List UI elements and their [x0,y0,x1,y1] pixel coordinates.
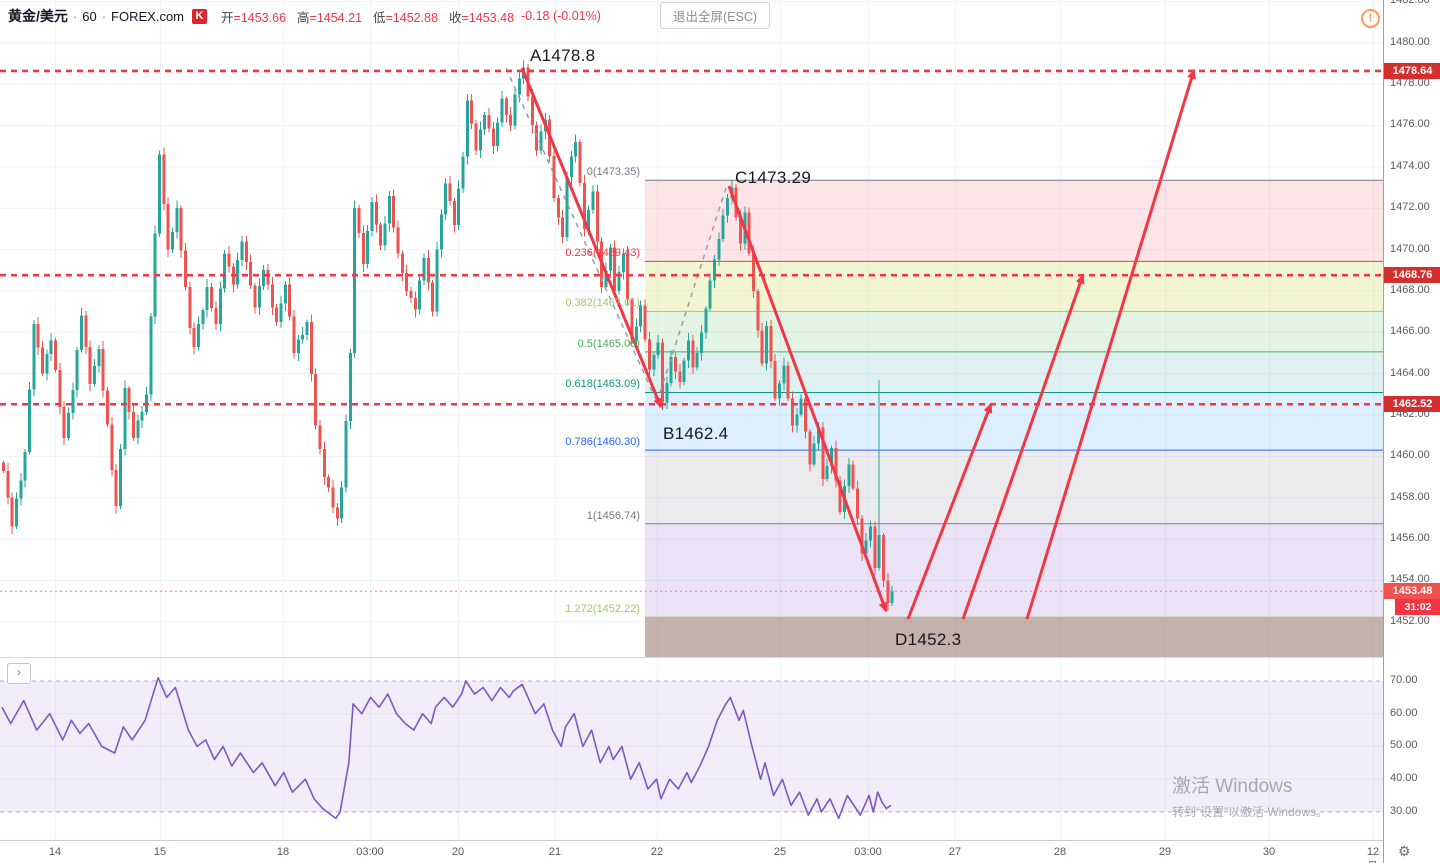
fib-level-label: 0.618(1463.09) [565,378,640,391]
ohlc-close: 收=1453.48 [449,10,515,25]
price-tick-label: 1476.00 [1390,118,1430,131]
time-tick-label: 03:00 [356,846,384,858]
rsi-tick-label: 70.00 [1390,674,1418,686]
broker-logo-icon: K [192,8,208,24]
watermark-subtitle: 转到“设置”以激活 Windows。 [1172,805,1329,819]
price-tick-label: 1466.00 [1390,325,1430,338]
trend-arrows[interactable] [520,67,1196,620]
separator: · [101,8,107,24]
price-tick-label: 1458.00 [1390,490,1430,503]
time-tick-label: 12月 [1366,846,1380,863]
pattern-dashed-lines[interactable] [505,67,727,403]
fib-level-label: 0.5(1465.05) [577,337,640,350]
rsi-indicator [0,676,1383,820]
watermark-title: 激活 Windows [1172,776,1293,797]
change-value: -0.18 (-0.01%) [521,9,601,23]
time-tick-label: 15 [153,846,167,858]
ohlc-high: 高=1454.21 [297,10,363,25]
fib-level-label: 1.272(1452.22) [565,603,640,616]
time-tick-label: 25 [773,846,787,858]
rsi-tick-label: 60.00 [1390,706,1418,719]
price-axis[interactable]: 1482.00 1480.00 1478.00 1476.00 1474.00 1472.… [1383,0,1440,863]
pattern-point-label[interactable]: D1452.3 [895,630,962,649]
price-tick-label: 1456.00 [1390,532,1430,545]
price-tick-label: 1478.00 [1390,77,1430,90]
price-tick-label: 1482.00 [1390,0,1430,7]
separator: · [72,8,78,24]
time-tick-label: 21 [548,846,562,858]
price-tick-label: 1472.00 [1390,201,1430,214]
bar-countdown-badge: 31:02 [1395,599,1440,616]
ohlc-open: 开=1453.66 [221,10,287,25]
rsi-tick-label: 50.00 [1390,739,1418,752]
time-tick-label: 29 [1158,846,1172,858]
pattern-point-label[interactable]: C1473.29 [735,168,812,187]
fib-level-label: 0.786(1460.30) [565,436,640,449]
alert-price-badge[interactable]: 1478.64 [1384,62,1440,79]
time-tick-label: 27 [948,846,962,858]
alert-warning-icon[interactable]: ! [1361,9,1380,28]
price-tick-label: 1470.00 [1390,242,1430,255]
rsi-expand-button[interactable]: › [7,663,31,684]
rsi-tick-label: 30.00 [1390,804,1418,817]
time-tick-label: 30 [1262,846,1276,858]
price-tick-label: 1468.00 [1390,283,1430,296]
price-tick-label: 1460.00 [1390,449,1430,462]
price-tick-label: 1464.00 [1390,366,1430,379]
fib-level-label: 0.382(1467.01) [565,297,640,310]
time-tick-label: 18 [276,846,290,858]
interval-label[interactable]: 60 [82,8,97,24]
rsi-tick-label: 40.00 [1390,772,1418,785]
pattern-point-label[interactable]: B1462.4 [663,424,729,443]
settings-gear-icon[interactable]: ⚙ [1398,843,1411,859]
symbol-name[interactable]: 黄金/美元 [8,8,68,24]
time-tick-label: 28 [1053,846,1067,858]
time-tick-label: 20 [451,846,465,858]
exit-fullscreen-button[interactable]: 退出全屏(ESC) [660,2,771,29]
time-axis[interactable]: 14 15 18 03:00 20 21 22 25 03:00 27 28 29 30 12月 [0,840,1383,863]
time-tick-label: 22 [650,846,664,858]
exchange-label: FOREX.com [111,8,185,24]
chart-header: 黄金/美元 · 60 · FOREX.com K 开=1453.66 高=145… [8,6,601,26]
fibonacci-retracement[interactable] [645,179,1383,657]
fib-level-label: 1(1456.74) [586,509,640,522]
alert-price-lines[interactable] [0,69,1383,592]
ohlc-low: 低=1452.88 [373,10,439,25]
windows-watermark: 激活 Windows 转到“设置”以激活 Windows。 [1172,771,1328,820]
price-tick-label: 1454.00 [1390,573,1430,586]
alert-price-badge[interactable]: 1462.52 [1384,396,1440,413]
time-tick-label: 03:00 [854,846,882,858]
pattern-point-label[interactable]: A1478.8 [530,46,596,65]
price-tick-label: 1480.00 [1390,35,1430,48]
fib-level-label: 0(1473.35) [586,166,640,179]
alert-price-badge[interactable]: 1468.76 [1384,267,1440,284]
price-tick-label: 1474.00 [1390,159,1430,172]
time-tick-label: 14 [48,846,62,858]
fib-level-label: 0.236(1469.43) [565,247,640,260]
last-price-badge: 1453.48 [1384,583,1440,600]
price-tick-label: 1452.00 [1390,614,1430,627]
